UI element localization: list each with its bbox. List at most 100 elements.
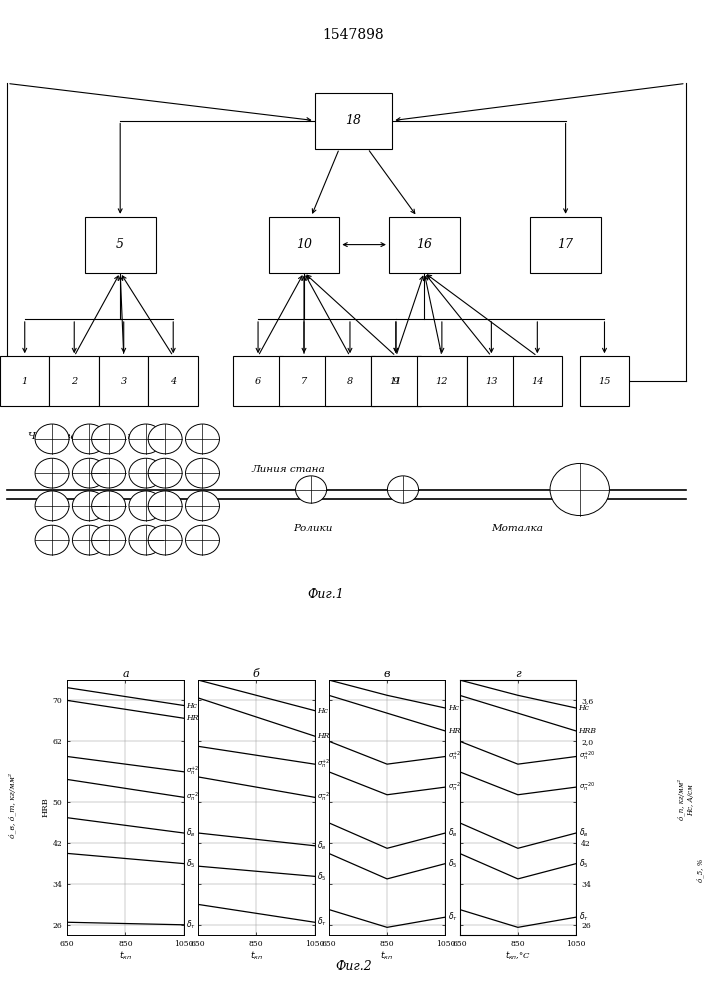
Text: $\sigma_п^{-20}$: $\sigma_п^{-20}$	[448, 780, 464, 794]
Text: $\delta_в$: $\delta_в$	[448, 827, 457, 839]
Text: $\sigma_п^{+20}$: $\sigma_п^{+20}$	[578, 750, 595, 763]
Circle shape	[185, 424, 219, 454]
Text: $\sigma_п^{-20}$: $\sigma_п^{-20}$	[578, 780, 595, 794]
Circle shape	[92, 424, 126, 454]
Text: 13: 13	[485, 376, 498, 385]
Text: 6: 6	[255, 376, 261, 385]
Text: $\delta_5$: $\delta_5$	[317, 870, 327, 883]
Circle shape	[387, 476, 419, 503]
X-axis label: $t_{кп}$: $t_{кп}$	[119, 949, 132, 962]
Text: $\delta_т$: $\delta_т$	[448, 911, 457, 923]
Text: 16: 16	[416, 238, 432, 251]
Title: а: а	[122, 669, 129, 679]
Text: 2: 2	[71, 376, 77, 385]
Bar	[85, 217, 156, 272]
Bar	[315, 93, 392, 148]
Circle shape	[550, 463, 609, 516]
Circle shape	[185, 491, 219, 521]
Circle shape	[92, 458, 126, 488]
Text: 3: 3	[121, 376, 127, 385]
Text: $\sigma_п^{+20}$: $\sigma_п^{+20}$	[186, 765, 203, 778]
Circle shape	[72, 424, 106, 454]
Text: $\delta_5$: $\delta_5$	[578, 857, 588, 870]
Text: Моталка: Моталка	[491, 524, 543, 533]
Text: ó_в, ó_т, кг/мм²: ó_в, ó_т, кг/мм²	[8, 772, 16, 838]
Y-axis label: НRВ: НRВ	[42, 798, 49, 817]
Circle shape	[92, 525, 126, 555]
Text: Нс: Нс	[186, 702, 197, 710]
Circle shape	[92, 491, 126, 521]
Circle shape	[35, 525, 69, 555]
Text: 12: 12	[436, 376, 448, 385]
Text: ó_5, %: ó_5, %	[696, 858, 704, 882]
Bar	[0, 356, 49, 406]
Bar	[371, 356, 421, 406]
Text: 11: 11	[390, 376, 402, 385]
Bar	[148, 356, 198, 406]
Bar	[49, 356, 99, 406]
Text: НRВ: НRВ	[317, 732, 335, 740]
Text: 18: 18	[346, 114, 361, 127]
Text: Фиг.2: Фиг.2	[335, 960, 372, 973]
Bar	[389, 217, 460, 272]
Title: г: г	[515, 669, 520, 679]
Text: $\sigma_п^{+20}$: $\sigma_п^{+20}$	[448, 750, 464, 763]
Text: НRВ: НRВ	[186, 714, 204, 722]
Text: Нс: Нс	[578, 704, 590, 712]
Text: $\sigma_п^{+20}$: $\sigma_п^{+20}$	[317, 758, 334, 771]
Bar	[467, 356, 516, 406]
Circle shape	[148, 491, 182, 521]
Text: 9: 9	[393, 376, 399, 385]
Circle shape	[296, 476, 327, 503]
Bar	[580, 356, 629, 406]
Text: 5: 5	[116, 238, 124, 251]
Text: $\delta_в$: $\delta_в$	[317, 839, 327, 852]
Text: $\delta_т$: $\delta_т$	[317, 916, 327, 928]
Text: Ролики: Ролики	[293, 524, 333, 533]
X-axis label: $t_{кп}$,°С: $t_{кп}$,°С	[505, 949, 531, 962]
Text: 7: 7	[301, 376, 307, 385]
Bar	[513, 356, 562, 406]
Circle shape	[35, 491, 69, 521]
Circle shape	[185, 458, 219, 488]
Circle shape	[129, 525, 163, 555]
Text: $\delta_в$: $\delta_в$	[578, 827, 588, 839]
Text: НRВ: НRВ	[448, 727, 466, 735]
Text: Чистовая группа клетей: Чистовая группа клетей	[28, 432, 169, 441]
Title: б: б	[253, 669, 259, 679]
Text: $\sigma_п^{-20}$: $\sigma_п^{-20}$	[186, 791, 203, 804]
Circle shape	[72, 458, 106, 488]
Text: НRВ: НRВ	[578, 727, 597, 735]
Text: 8: 8	[347, 376, 353, 385]
Text: Нс: Нс	[448, 704, 459, 712]
Circle shape	[148, 458, 182, 488]
Bar	[530, 217, 601, 272]
Circle shape	[72, 525, 106, 555]
Bar	[279, 356, 329, 406]
Circle shape	[129, 491, 163, 521]
X-axis label: $t_{кп}$: $t_{кп}$	[250, 949, 263, 962]
Text: 10: 10	[296, 238, 312, 251]
Bar	[269, 217, 339, 272]
Text: ó_п, кг/мм²: ó_п, кг/мм²	[677, 780, 685, 820]
Bar	[371, 356, 421, 406]
Circle shape	[185, 525, 219, 555]
Text: 14: 14	[531, 376, 544, 385]
Title: в: в	[384, 669, 390, 679]
Circle shape	[72, 491, 106, 521]
Circle shape	[35, 424, 69, 454]
Text: $\delta_5$: $\delta_5$	[186, 857, 196, 870]
Text: $\delta_в$: $\delta_в$	[186, 827, 196, 839]
Bar	[417, 356, 467, 406]
Circle shape	[148, 525, 182, 555]
Text: Фиг.1: Фиг.1	[307, 588, 344, 601]
Circle shape	[35, 458, 69, 488]
Text: $\delta_т$: $\delta_т$	[578, 911, 588, 923]
Circle shape	[148, 424, 182, 454]
Text: $\delta_5$: $\delta_5$	[448, 857, 457, 870]
Text: Линия стана: Линия стана	[251, 465, 325, 474]
Text: $\delta_т$: $\delta_т$	[186, 919, 196, 931]
Text: 4: 4	[170, 376, 176, 385]
Text: 1547898: 1547898	[322, 28, 385, 42]
Bar	[233, 356, 283, 406]
